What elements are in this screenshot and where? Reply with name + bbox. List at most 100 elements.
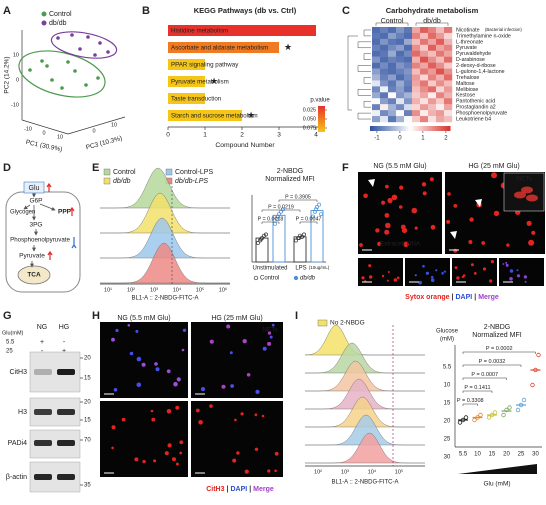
micrograph-cell (368, 264, 372, 268)
blot-band (57, 409, 75, 415)
micrograph-cell (246, 373, 251, 377)
data-point (492, 410, 498, 415)
legend-swatch (317, 319, 328, 327)
metabolite: Phosphoenolpyruvate (10, 237, 70, 244)
heatmap-cell (412, 80, 421, 87)
heatmap-cell (380, 56, 389, 63)
pca-point (56, 36, 60, 40)
micrograph-cell (195, 408, 200, 413)
heatmap-cell (420, 38, 429, 46)
heatmap-cell (412, 38, 421, 46)
lane-header: HG (59, 324, 70, 331)
condition-title: HG (25 mM Glu) (211, 315, 262, 322)
micrograph-cell (221, 384, 226, 389)
separator: | (249, 486, 251, 493)
colorbar (370, 126, 451, 131)
micrograph-cell (387, 271, 390, 273)
heatmap-cell (396, 56, 405, 63)
micrograph-cell (523, 275, 528, 279)
stain-name: CitH3 (206, 486, 224, 493)
heatmap-cell (404, 62, 413, 69)
histogram-curve (305, 396, 425, 428)
heatmap-cell (428, 110, 437, 117)
heatmap-cell (380, 110, 389, 117)
heatmap-cell (380, 86, 389, 93)
blot-band (34, 474, 52, 480)
heatmap-cell (380, 27, 389, 34)
heatmap-cell (428, 50, 437, 57)
dendrogram (347, 35, 358, 111)
histogram-curve (100, 217, 230, 259)
row-label: Prostaglandin a2 (456, 105, 496, 111)
heatmap-cell (396, 68, 405, 75)
heatmap-cell (420, 27, 429, 34)
legend-swatch (41, 11, 47, 17)
data-point (294, 238, 298, 243)
micrograph-cell (113, 388, 118, 392)
pca-tick-label: 10 (111, 122, 117, 128)
heatmap-cell (404, 44, 413, 51)
bar-label: Pyruvate metabolism (171, 78, 229, 85)
panel-label: C (342, 5, 350, 17)
data-point (460, 417, 466, 423)
micrograph-cell (430, 224, 436, 230)
separator: | (474, 294, 476, 301)
heatmap-cell (444, 98, 453, 105)
heatmap-cell (388, 86, 397, 93)
change-arrow (69, 206, 75, 216)
data-point (276, 214, 280, 219)
significance-star: ★ (210, 76, 218, 86)
heatmap-cell (436, 44, 445, 51)
micrograph-cell (255, 389, 260, 394)
heatmap-cell (372, 38, 381, 46)
mw-label: 20 (84, 400, 91, 406)
micrograph-cell (209, 404, 213, 408)
heatmap-cell (396, 62, 405, 69)
net-structure (521, 186, 533, 194)
histogram-curve (305, 342, 425, 374)
heatmap-cell (396, 74, 405, 81)
data-point (311, 214, 315, 219)
legend-label: Control (113, 169, 136, 176)
heatmap-cell (372, 92, 381, 99)
heatmap-cell (412, 92, 421, 99)
legend-label: db/db (300, 276, 316, 282)
micrograph-cell (493, 210, 500, 217)
heatmap-cell (444, 74, 453, 81)
panel-label: H (92, 310, 100, 322)
x-axis-label: BL1-A :: 2-NBDG-FITC-A (131, 296, 198, 302)
heatmap-cell (444, 80, 453, 87)
micrograph-cell (155, 367, 160, 372)
protein-label: CitH3 (9, 369, 27, 376)
bar (168, 59, 205, 70)
micrograph-cell (454, 266, 458, 269)
heatmap-cell (412, 104, 421, 111)
micrograph-cell (111, 446, 114, 450)
micrograph-cell (181, 348, 185, 352)
row-label: D-arabinose (456, 57, 485, 63)
heatmap-cell (396, 98, 405, 105)
arrowhead (475, 199, 482, 207)
heatmap-cell (436, 38, 445, 46)
pca-tick-label: 10 (13, 52, 19, 58)
data-point (259, 237, 263, 242)
treatment-dose: 5.5 (6, 340, 15, 346)
metabolite: Pyruvate (19, 253, 45, 260)
heatmap-cell (388, 110, 397, 117)
micrograph-cell (142, 459, 146, 464)
heatmap-cell (404, 110, 413, 117)
x-tick-label: 10 (474, 452, 481, 458)
heatmap-cell (396, 92, 405, 99)
micrograph-cell (399, 185, 404, 190)
histogram-curve (100, 242, 230, 284)
micrograph-cell (468, 240, 473, 244)
bar (168, 42, 279, 53)
change-arrow (46, 182, 52, 192)
mitochondrion (17, 265, 51, 285)
micrograph-cell (422, 264, 425, 268)
micrograph-cell (384, 213, 390, 218)
data-point (501, 412, 506, 418)
data-point (530, 382, 535, 388)
heatmap-cell (428, 80, 437, 87)
